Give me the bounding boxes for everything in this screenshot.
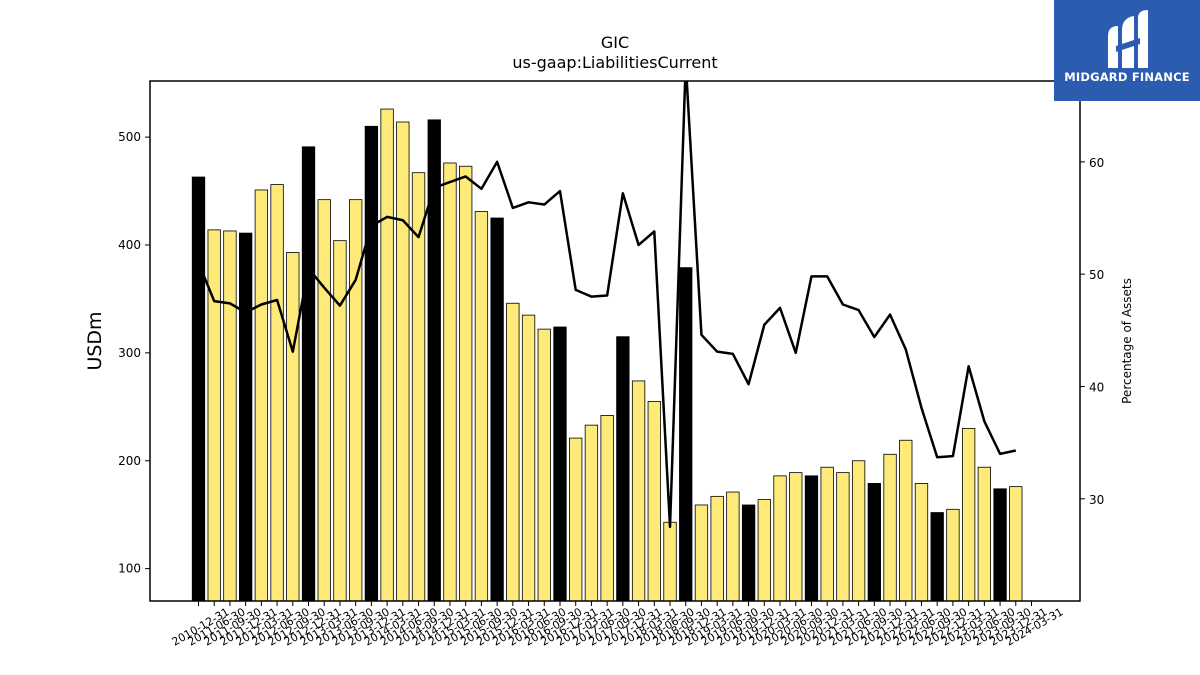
bar-2016-09-30 <box>553 326 567 602</box>
bar-2023-03-31 <box>961 427 976 602</box>
bar-2018-03-31 <box>647 401 661 602</box>
y-tick-label: 100 <box>118 562 141 576</box>
bar-2012-12-31 <box>317 199 331 602</box>
right-axis: 30 40 50 60 <box>1080 156 1104 507</box>
bar-2018-12-31 <box>694 504 709 602</box>
bar-2016-12-31 <box>569 437 583 602</box>
midgard-logo-icon <box>1108 10 1148 68</box>
bar-2017-06-30 <box>600 415 614 602</box>
brand-logo: MIDGARD FINANCE <box>1054 0 1200 101</box>
bar-2021-03-31 <box>836 472 850 602</box>
bar-2011-09-30 <box>238 232 253 602</box>
bar-2017-12-31 <box>631 380 646 602</box>
line-group <box>197 81 1017 529</box>
y2-axis-label: Percentage of Assets <box>1120 278 1134 404</box>
bar-2013-09-30 <box>364 125 379 602</box>
y2-tick-label: 60 <box>1089 156 1104 170</box>
bar-2021-06-30 <box>851 460 866 602</box>
y-tick-label: 500 <box>118 130 141 144</box>
bar-2020-12-31 <box>820 466 834 602</box>
bar-2019-03-31 <box>710 495 724 602</box>
bar-2020-06-30 <box>789 472 803 602</box>
y-tick-label: 400 <box>118 238 141 252</box>
bar-2019-09-30 <box>741 504 756 602</box>
bar-2014-03-31 <box>396 121 410 602</box>
y-tick-label: 300 <box>118 346 141 360</box>
bar-2019-06-30 <box>726 491 740 602</box>
bar-2014-12-31 <box>443 162 457 602</box>
y2-tick-label: 40 <box>1089 380 1104 394</box>
y2-tick-label: 30 <box>1089 493 1104 507</box>
bar-2018-06-30 <box>663 521 677 602</box>
y-axis-label: USDm <box>84 311 106 370</box>
bar-2011-12-31 <box>254 189 269 602</box>
chart-title: GIC <box>601 33 629 52</box>
bar-2021-12-31 <box>883 453 897 602</box>
bar-2015-09-30 <box>490 217 504 602</box>
percentage-line <box>197 81 1017 529</box>
bar-2017-09-30 <box>616 336 630 602</box>
bar-2021-09-30 <box>867 483 881 602</box>
bar-2023-06-30 <box>977 466 991 602</box>
bar-2012-06-30 <box>286 252 300 602</box>
bar-2015-06-30 <box>474 211 489 602</box>
bar-2020-03-31 <box>773 475 787 602</box>
plot-frame <box>149 80 1081 602</box>
bar-2013-12-31 <box>380 108 394 602</box>
bar-2022-06-30 <box>914 483 929 602</box>
bar-2022-09-30 <box>930 512 944 602</box>
bar-2018-09-30 <box>679 267 693 602</box>
bar-2015-03-31 <box>459 165 473 602</box>
bar-2012-09-30 <box>301 146 316 602</box>
bar-2023-12-31 <box>1009 486 1023 602</box>
y-tick-label: 200 <box>118 454 141 468</box>
bar-2012-03-31 <box>270 184 284 602</box>
chart-subtitle: us-gaap:LiabilitiesCurrent <box>512 53 717 72</box>
y2-tick-label: 50 <box>1089 268 1104 282</box>
x-axis: 2010-12-312011-06-302011-09-302011-12-31… <box>170 601 1066 649</box>
bar-2015-12-31 <box>506 302 520 602</box>
bar-2019-12-31 <box>757 499 771 602</box>
logo-text: MIDGARD FINANCE <box>1064 70 1190 84</box>
bar-2010-12-31 <box>191 176 206 602</box>
bar-2011-06-30 <box>223 230 237 602</box>
bar-2022-12-31 <box>946 508 960 602</box>
bar-2023-09-30 <box>993 488 1007 602</box>
left-axis: 100 200 300 400 500 <box>118 130 150 576</box>
bar-2020-09-30 <box>804 475 819 602</box>
bar-2016-03-31 <box>521 314 536 602</box>
bar-2011-03-31 <box>207 229 221 602</box>
bar-2017-03-31 <box>584 424 599 602</box>
bar-group <box>191 108 1023 602</box>
bar-2013-03-31 <box>333 240 347 602</box>
bar-2022-03-31 <box>899 439 913 602</box>
bar-2013-06-30 <box>349 199 363 602</box>
bar-2014-09-30 <box>427 119 441 602</box>
bar-2016-06-30 <box>537 328 551 602</box>
